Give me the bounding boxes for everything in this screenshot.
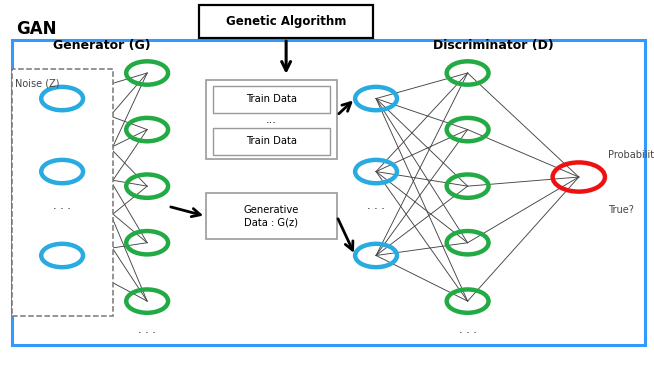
Text: Generative
Data : G(z): Generative Data : G(z) bbox=[244, 205, 299, 227]
Text: GAN: GAN bbox=[16, 20, 57, 38]
Text: Train Data: Train Data bbox=[246, 95, 297, 104]
FancyBboxPatch shape bbox=[206, 193, 337, 239]
Text: . . .: . . . bbox=[367, 201, 385, 211]
FancyBboxPatch shape bbox=[12, 69, 113, 316]
Text: Noise (Z): Noise (Z) bbox=[15, 78, 60, 88]
FancyBboxPatch shape bbox=[206, 80, 337, 159]
Text: Discriminator (D): Discriminator (D) bbox=[434, 39, 554, 52]
Text: . . .: . . . bbox=[458, 325, 477, 335]
Text: Train Data: Train Data bbox=[246, 137, 297, 146]
Text: Probability: Probability bbox=[608, 150, 654, 160]
Text: . . .: . . . bbox=[138, 325, 156, 335]
FancyBboxPatch shape bbox=[12, 40, 645, 345]
FancyBboxPatch shape bbox=[213, 128, 330, 155]
Text: Generator (G): Generator (G) bbox=[52, 39, 150, 52]
FancyBboxPatch shape bbox=[199, 5, 373, 38]
FancyBboxPatch shape bbox=[213, 86, 330, 113]
Text: . . .: . . . bbox=[53, 201, 71, 211]
Text: ...: ... bbox=[266, 115, 277, 124]
Text: True?: True? bbox=[608, 205, 634, 215]
Text: Genetic Algorithm: Genetic Algorithm bbox=[226, 15, 347, 28]
